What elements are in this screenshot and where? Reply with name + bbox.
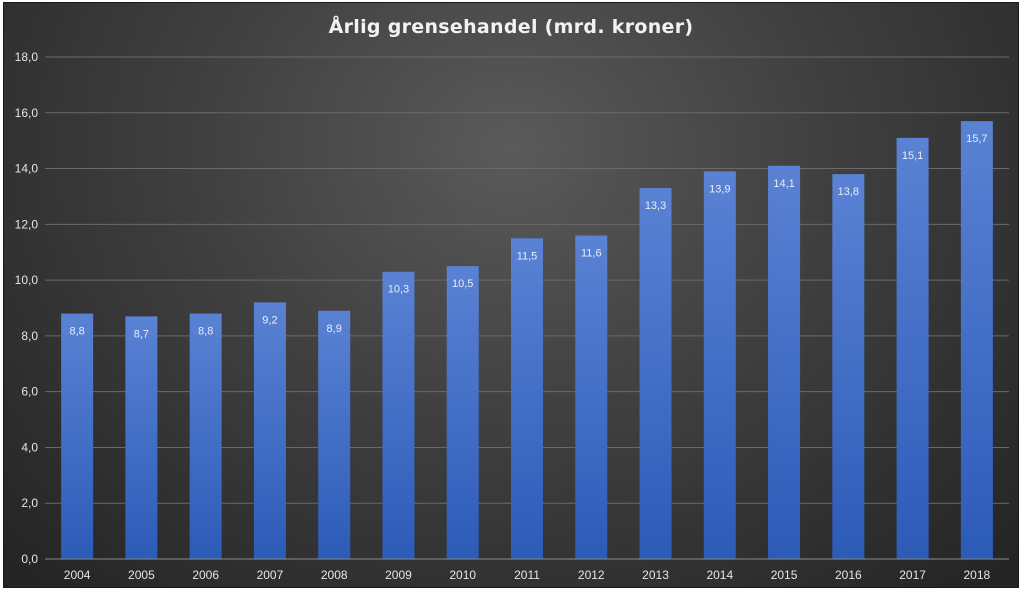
- data-label-2013: 13,3: [645, 200, 666, 212]
- y-tick-label: 12,0: [15, 217, 39, 231]
- x-tick-label: 2009: [385, 568, 412, 582]
- bar-2013: [639, 188, 672, 560]
- y-tick-label: 6,0: [21, 385, 38, 399]
- bar-2015: [768, 165, 801, 559]
- bar-2007: [253, 302, 286, 559]
- x-tick-label: 2005: [128, 568, 155, 582]
- y-tick-label: 16,0: [15, 106, 39, 120]
- bar-2005: [125, 316, 158, 559]
- data-label-2010: 10,5: [452, 278, 473, 290]
- x-tick-label: 2016: [835, 568, 862, 582]
- x-tick-label: 2007: [257, 568, 284, 582]
- data-label-2016: 13,8: [838, 186, 859, 198]
- data-label-2014: 13,9: [709, 183, 730, 195]
- bar-chart-plot: 8,8 8,7 8,8 9,2 8,9 10,3 10,5 11,5 11,6 13,3 13,9 1…: [15, 50, 1009, 582]
- data-label-2004: 8,8: [69, 326, 84, 338]
- x-tick-label: 2013: [642, 568, 669, 582]
- bar-2010: [446, 266, 479, 559]
- data-label-2009: 10,3: [388, 284, 409, 296]
- axes: 0,0 2,0 4,0 6,0 8,0 10,0 12,0 14,0 16,0 18,0 2004 2…: [15, 50, 1009, 582]
- data-label-2005: 8,7: [134, 328, 149, 340]
- y-tick-label: 2,0: [21, 496, 38, 510]
- y-tick-label: 18,0: [15, 50, 39, 64]
- data-labels: 8,8 8,7 8,8 9,2 8,9 10,3 10,5 11,5 11,6 13,3 13,9 1…: [69, 133, 987, 340]
- x-tick-label: 2010: [449, 568, 476, 582]
- bar-2009: [382, 271, 415, 559]
- y-tick-label: 14,0: [15, 162, 39, 176]
- bars: [61, 121, 993, 560]
- data-label-2011: 11,5: [517, 250, 538, 262]
- x-tick-label: 2004: [64, 568, 91, 582]
- chart-frame: Årlig grensehandel (mrd. kroner) 8,8 8,7 8…: [3, 2, 1019, 588]
- bar-2011: [511, 238, 543, 559]
- x-tick-label: 2011: [514, 568, 540, 582]
- data-label-2015: 14,1: [773, 178, 794, 190]
- x-tick-label: 2015: [771, 568, 798, 582]
- y-tick-label: 8,0: [21, 329, 38, 343]
- bar-2018: [960, 121, 993, 560]
- bar-2016: [832, 174, 865, 559]
- chart-title: Årlig grensehandel (mrd. kroner): [328, 16, 694, 38]
- y-tick-label: 4,0: [21, 440, 38, 454]
- bar-2017: [896, 137, 929, 559]
- x-tick-label: 2008: [321, 568, 348, 582]
- data-label-2017: 15,1: [902, 150, 923, 162]
- bar-2012: [575, 235, 608, 559]
- data-label-2018: 15,7: [966, 133, 987, 145]
- bar-2006: [189, 313, 222, 559]
- data-label-2012: 11,6: [581, 247, 602, 259]
- data-label-2008: 8,9: [327, 323, 342, 335]
- x-tick-label: 2018: [964, 568, 991, 582]
- x-tick-label: 2014: [706, 568, 733, 582]
- bar-2008: [318, 310, 351, 559]
- data-label-2006: 8,8: [198, 326, 213, 338]
- bar-2004: [61, 313, 94, 559]
- data-label-2007: 9,2: [262, 314, 277, 326]
- bar-2014: [703, 171, 736, 559]
- x-tick-label: 2017: [899, 568, 926, 582]
- y-tick-label: 0,0: [21, 552, 38, 566]
- x-tick-label: 2006: [192, 568, 219, 582]
- y-tick-label: 10,0: [15, 273, 39, 287]
- x-tick-label: 2012: [578, 568, 605, 582]
